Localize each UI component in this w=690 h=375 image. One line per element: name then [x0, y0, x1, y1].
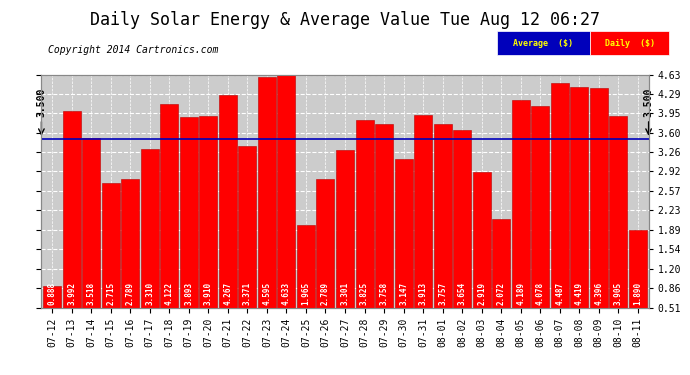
Text: Average  ($): Average ($) [513, 39, 573, 48]
Bar [141, 150, 159, 336]
Bar [453, 130, 471, 336]
Bar [512, 100, 530, 336]
Bar [258, 77, 276, 336]
Bar [277, 75, 295, 336]
Bar [199, 116, 217, 336]
Text: 3.518: 3.518 [87, 282, 96, 305]
Bar [63, 111, 81, 336]
Bar [551, 83, 569, 336]
Text: 3.654: 3.654 [457, 282, 466, 305]
Text: 3.758: 3.758 [380, 282, 388, 305]
Text: Daily  ($): Daily ($) [604, 39, 655, 48]
Bar [82, 138, 100, 336]
Text: 3.757: 3.757 [438, 282, 447, 305]
Text: 4.487: 4.487 [555, 282, 564, 305]
Text: 4.419: 4.419 [575, 282, 584, 305]
Bar [121, 179, 139, 336]
Text: 3.310: 3.310 [146, 282, 155, 305]
Bar [219, 96, 237, 336]
Bar [571, 87, 589, 336]
Text: 3.905: 3.905 [614, 282, 623, 305]
Bar [531, 106, 549, 336]
Bar [43, 286, 61, 336]
Bar [492, 219, 510, 336]
Bar [336, 150, 354, 336]
Text: 4.633: 4.633 [282, 282, 291, 305]
Bar [101, 183, 119, 336]
Text: 3.910: 3.910 [204, 282, 213, 305]
Text: 4.078: 4.078 [535, 282, 544, 305]
Bar [297, 225, 315, 336]
Bar [433, 124, 451, 336]
Text: 3.301: 3.301 [340, 282, 350, 305]
Text: 3.371: 3.371 [243, 282, 252, 305]
Bar [375, 124, 393, 336]
Text: 1.965: 1.965 [302, 282, 310, 305]
Bar [395, 159, 413, 336]
Bar [629, 230, 647, 336]
Bar [590, 88, 608, 336]
Bar [160, 104, 178, 336]
Text: 4.396: 4.396 [594, 282, 603, 305]
Bar [355, 120, 373, 336]
Text: 4.122: 4.122 [165, 282, 174, 305]
Text: 4.267: 4.267 [224, 282, 233, 305]
Bar [317, 179, 335, 336]
Text: 3.500: 3.500 [644, 88, 653, 117]
Text: 4.595: 4.595 [262, 282, 271, 305]
Text: 4.189: 4.189 [516, 282, 525, 305]
Text: 3.992: 3.992 [67, 282, 76, 305]
Text: 0.888: 0.888 [48, 282, 57, 305]
Text: 3.147: 3.147 [399, 282, 408, 305]
Text: Copyright 2014 Cartronics.com: Copyright 2014 Cartronics.com [48, 45, 219, 55]
Bar [239, 146, 257, 336]
Text: 2.715: 2.715 [106, 282, 115, 305]
Bar [609, 116, 627, 336]
Bar [414, 116, 432, 336]
Bar [180, 117, 198, 336]
Text: 3.913: 3.913 [419, 282, 428, 305]
Text: 3.893: 3.893 [184, 282, 193, 305]
Text: 2.789: 2.789 [126, 282, 135, 305]
Text: 2.789: 2.789 [321, 282, 330, 305]
Text: 1.890: 1.890 [633, 282, 642, 305]
Text: 2.072: 2.072 [497, 282, 506, 305]
Text: 2.919: 2.919 [477, 282, 486, 305]
Text: 3.500: 3.500 [37, 88, 46, 117]
Text: 3.825: 3.825 [360, 282, 369, 305]
Text: Daily Solar Energy & Average Value Tue Aug 12 06:27: Daily Solar Energy & Average Value Tue A… [90, 11, 600, 29]
Bar [473, 171, 491, 336]
